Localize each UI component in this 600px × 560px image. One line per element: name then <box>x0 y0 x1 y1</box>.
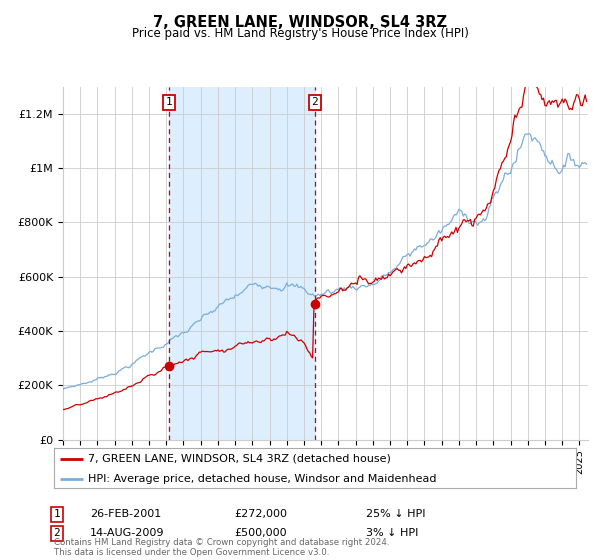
Text: 1: 1 <box>53 509 61 519</box>
Text: Price paid vs. HM Land Registry's House Price Index (HPI): Price paid vs. HM Land Registry's House … <box>131 27 469 40</box>
Bar <box>169 87 314 440</box>
Text: 7, GREEN LANE, WINDSOR, SL4 3RZ: 7, GREEN LANE, WINDSOR, SL4 3RZ <box>153 15 447 30</box>
Text: 3% ↓ HPI: 3% ↓ HPI <box>366 528 418 538</box>
Text: 26-FEB-2001: 26-FEB-2001 <box>90 509 161 519</box>
Text: Contains HM Land Registry data © Crown copyright and database right 2024.
This d: Contains HM Land Registry data © Crown c… <box>54 538 389 557</box>
Text: 2: 2 <box>53 528 61 538</box>
Text: £272,000: £272,000 <box>234 509 287 519</box>
Text: 1: 1 <box>166 97 172 108</box>
Text: 14-AUG-2009: 14-AUG-2009 <box>90 528 164 538</box>
Text: £500,000: £500,000 <box>234 528 287 538</box>
Text: 2: 2 <box>311 97 318 108</box>
Text: HPI: Average price, detached house, Windsor and Maidenhead: HPI: Average price, detached house, Wind… <box>88 474 436 484</box>
Text: 25% ↓ HPI: 25% ↓ HPI <box>366 509 425 519</box>
Text: 7, GREEN LANE, WINDSOR, SL4 3RZ (detached house): 7, GREEN LANE, WINDSOR, SL4 3RZ (detache… <box>88 454 391 464</box>
